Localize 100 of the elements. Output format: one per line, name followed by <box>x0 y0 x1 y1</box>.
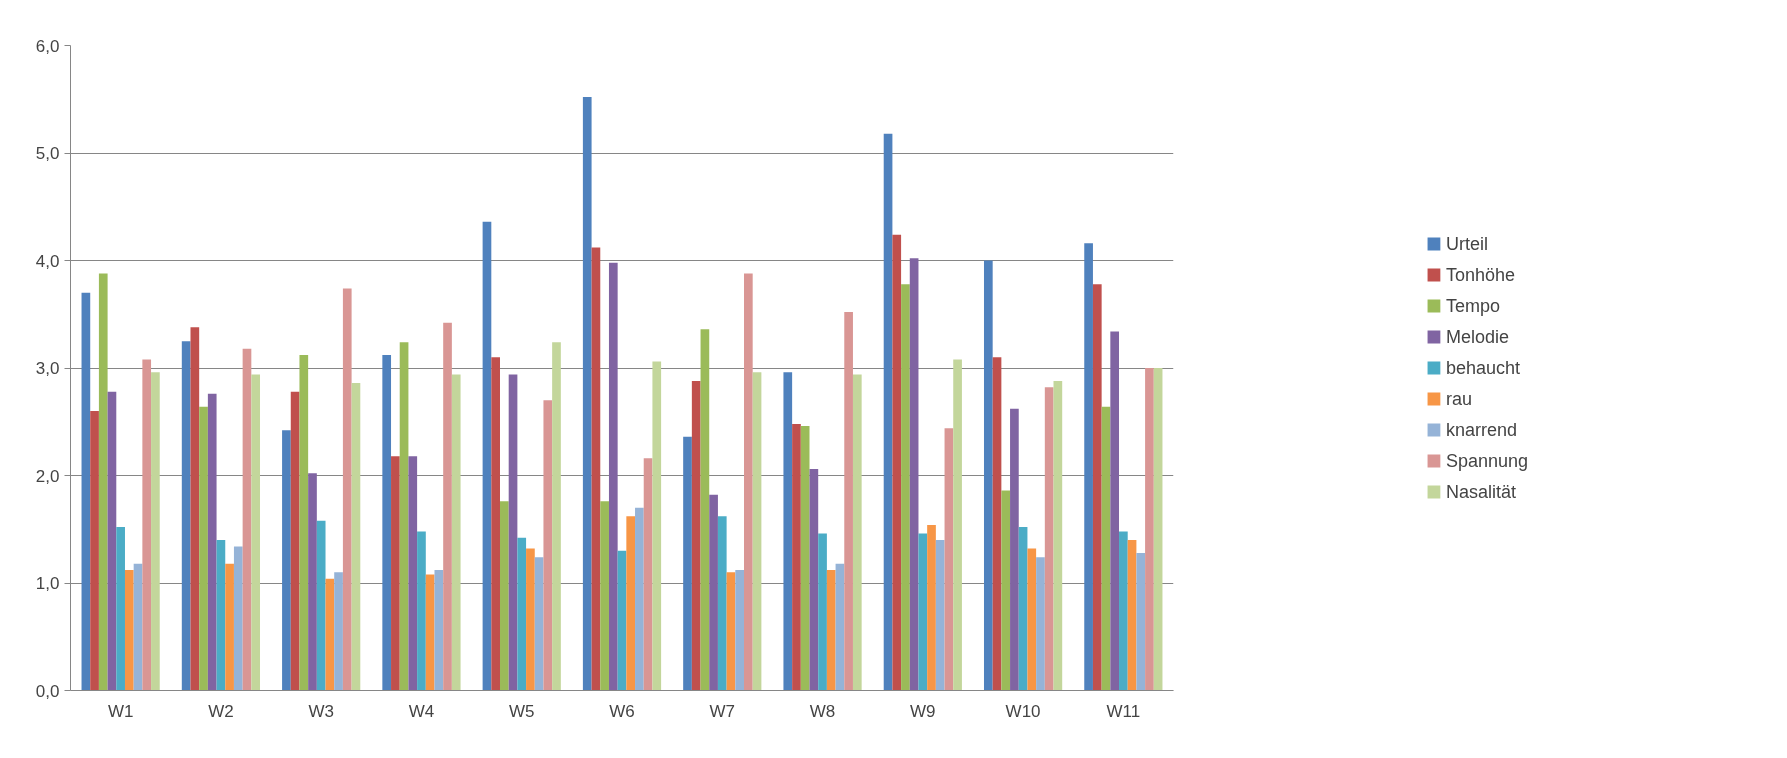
bar <box>500 501 509 691</box>
bar <box>735 570 744 691</box>
x-tick-label: W2 <box>208 701 234 721</box>
bar <box>90 411 99 691</box>
bar <box>652 361 662 691</box>
bar <box>1127 540 1137 691</box>
bar <box>1153 368 1163 691</box>
bar <box>299 355 309 691</box>
bar <box>334 572 343 691</box>
bar <box>792 423 801 691</box>
bar <box>181 341 191 691</box>
bar <box>482 221 492 691</box>
bar <box>826 570 836 691</box>
bar <box>1036 557 1045 691</box>
bar <box>883 133 893 691</box>
bar <box>591 247 601 691</box>
bar <box>491 357 500 691</box>
y-tick-label: 1,0 <box>35 574 60 593</box>
bar <box>1018 527 1028 691</box>
x-tick-label: W7 <box>709 701 736 721</box>
x-tick-label: W4 <box>408 701 435 721</box>
bar <box>1044 387 1054 691</box>
bar <box>225 563 234 691</box>
bar <box>207 393 217 691</box>
bar <box>1136 552 1146 691</box>
bar <box>1119 531 1128 691</box>
bar <box>783 372 793 691</box>
bar <box>308 473 317 691</box>
bar <box>451 374 461 691</box>
y-tick-label: 6,0 <box>35 36 60 56</box>
bar <box>608 262 618 691</box>
bar <box>909 258 919 691</box>
bar <box>600 501 609 691</box>
bar <box>1027 548 1037 691</box>
bar <box>709 494 718 691</box>
bar <box>818 533 827 691</box>
legend-label: rau <box>1445 388 1472 409</box>
bar <box>918 533 928 691</box>
legend-label: Tempo <box>1445 295 1500 316</box>
bar <box>1053 380 1063 691</box>
bar <box>683 436 692 691</box>
bar <box>199 406 208 691</box>
bar <box>116 527 125 691</box>
bar <box>1145 368 1154 691</box>
bar <box>582 97 592 691</box>
bar <box>901 284 910 691</box>
bar <box>1001 490 1011 691</box>
y-tick-label: 2,0 <box>35 466 60 486</box>
bar <box>517 537 527 691</box>
x-tick-label: W8 <box>809 701 836 721</box>
bar <box>443 322 452 691</box>
bar <box>927 524 936 691</box>
bar <box>282 430 291 691</box>
bar <box>534 557 544 691</box>
bar <box>133 563 143 691</box>
y-tick-label: 4,0 <box>35 251 60 271</box>
bar <box>552 342 561 691</box>
bar <box>983 260 993 691</box>
bar <box>142 359 152 691</box>
bar <box>617 550 627 691</box>
bar <box>98 273 108 691</box>
x-tick-label: W3 <box>308 701 334 721</box>
y-tick-label: 5,0 <box>35 144 60 163</box>
bar <box>325 578 335 691</box>
bar <box>752 372 762 691</box>
x-tick-label: W11 <box>1106 701 1141 721</box>
bar <box>892 234 902 691</box>
bar <box>992 357 1002 691</box>
bar <box>744 273 753 691</box>
bar <box>626 516 636 691</box>
bar <box>107 391 117 691</box>
legend-label: Spannung <box>1445 450 1529 471</box>
bar <box>399 342 409 691</box>
bar <box>526 548 535 691</box>
bar <box>290 391 300 691</box>
bar <box>434 570 444 691</box>
bar <box>1101 406 1111 691</box>
x-tick-label: W9 <box>910 701 936 721</box>
bar <box>717 516 727 691</box>
bar <box>1010 408 1019 691</box>
legend-label: behaucht <box>1445 357 1521 378</box>
bar <box>835 563 845 691</box>
legend-label: Nasalität <box>1445 481 1516 502</box>
bar <box>408 456 418 691</box>
bar <box>726 572 736 691</box>
bar <box>216 540 226 691</box>
bar <box>643 458 653 691</box>
bar <box>953 359 962 691</box>
bar <box>251 374 261 691</box>
bar <box>81 292 91 691</box>
bar <box>844 312 853 691</box>
x-tick-label: W1 <box>107 701 134 721</box>
bar <box>391 456 400 691</box>
bar <box>382 355 392 691</box>
y-tick-label: 0,0 <box>35 681 60 701</box>
x-tick-label: W5 <box>508 701 535 721</box>
bar <box>543 400 553 691</box>
legend-label: Tonhöhe <box>1445 264 1516 285</box>
bar <box>852 374 862 691</box>
legend-label: Melodie <box>1445 326 1509 347</box>
